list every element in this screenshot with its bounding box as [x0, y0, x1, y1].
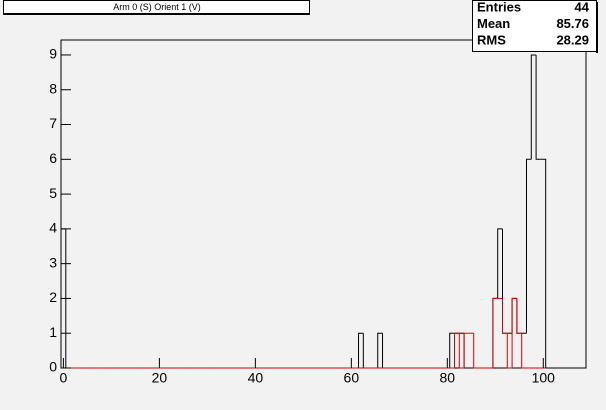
- stats-label: Entries: [477, 0, 521, 14]
- histogram-bin: [449, 332, 455, 368]
- histogram-bin: [497, 228, 503, 299]
- y-tick-label: 7: [49, 115, 57, 131]
- histogram-bin: [492, 297, 498, 368]
- x-tick-label: 100: [532, 370, 556, 386]
- x-tick-label: 60: [344, 370, 360, 386]
- histogram-bin: [473, 333, 479, 369]
- stats-box: [472, 0, 597, 52]
- y-tick-label: 2: [49, 289, 57, 305]
- x-tick-label: 20: [152, 370, 168, 386]
- histogram-bin: [525, 158, 532, 334]
- y-tick-label: 1: [49, 324, 57, 340]
- histogram-bin: [454, 332, 460, 368]
- title-shadow: [4, 13, 310, 15]
- histogram-bin: [516, 298, 522, 334]
- x-tick-label: 80: [440, 370, 456, 386]
- y-tick-label: 3: [49, 254, 57, 270]
- histogram-bin: [535, 54, 541, 160]
- histogram-bin: [377, 332, 383, 368]
- y-tick-label: 4: [49, 220, 57, 236]
- histogram-bin: [501, 298, 508, 334]
- histogram-bin: [540, 158, 547, 368]
- plot-frame: [60, 39, 587, 369]
- histogram-bin: [358, 332, 364, 368]
- histogram-bin: [521, 333, 527, 369]
- histogram-bin: [530, 54, 537, 160]
- stats-label: Mean: [477, 16, 510, 31]
- y-tick-label: 8: [49, 80, 57, 96]
- histogram-bin: [458, 333, 465, 369]
- histogram-bin: [506, 333, 513, 369]
- chart-title: Arm 0 (S) Orient 1 (V): [113, 2, 201, 12]
- y-tick-label: 9: [49, 46, 57, 62]
- y-tick-label: 5: [49, 185, 57, 201]
- histogram-bin: [463, 332, 469, 368]
- stats-label: RMS: [477, 32, 506, 47]
- stats-value: 44: [575, 0, 590, 14]
- y-tick-label: 0: [49, 359, 57, 375]
- stats-shadow: [596, 2, 598, 53]
- x-tick-label: 40: [248, 370, 264, 386]
- x-tick-label: 0: [60, 370, 68, 386]
- stats-value: 28.29: [556, 32, 589, 47]
- stats-value: 85.76: [556, 16, 589, 31]
- histogram-bin: [511, 297, 517, 368]
- y-tick-label: 6: [49, 150, 57, 166]
